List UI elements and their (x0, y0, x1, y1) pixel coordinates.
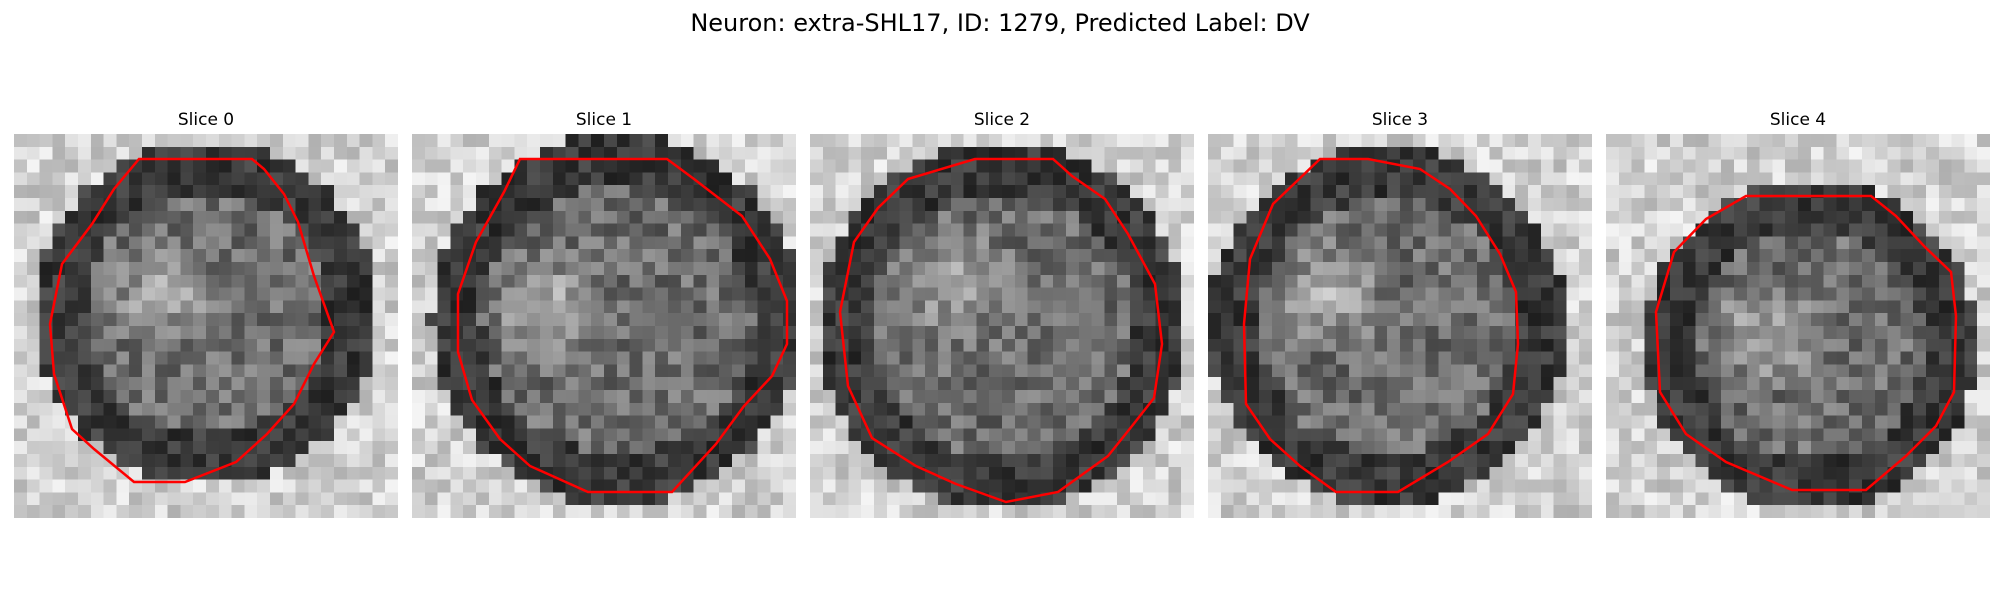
slice-title: Slice 0 (177, 110, 235, 130)
segmentation-contour (1654, 194, 1958, 492)
slice-grayscale-canvas (412, 134, 796, 518)
slice-title: Slice 1 (575, 110, 633, 130)
slice-panel-4: Slice 4 (1606, 108, 1990, 518)
slice-panel-0: Slice 0 (14, 108, 398, 518)
slice-image (412, 134, 796, 518)
slice-grayscale-canvas (810, 134, 1194, 518)
slice-grayscale-canvas (1208, 134, 1592, 518)
slice-panel-1: Slice 1 (412, 108, 796, 518)
slice-panel-3: Slice 3 (1208, 108, 1592, 518)
segmentation-contour (1242, 157, 1520, 494)
slice-image (1606, 134, 1990, 518)
segmentation-contour (456, 157, 789, 494)
slice-image (1208, 134, 1592, 518)
slice-title: Slice 4 (1769, 110, 1827, 130)
slice-panel-2: Slice 2 (810, 108, 1194, 518)
slice-image (14, 134, 398, 518)
slice-grayscale-canvas (1606, 134, 1990, 518)
segmentation-contour (48, 157, 336, 484)
slice-title: Slice 3 (1371, 110, 1429, 130)
slice-grayscale-canvas (14, 134, 398, 518)
slice-title: Slice 2 (973, 110, 1031, 130)
slice-image (810, 134, 1194, 518)
figure-title: Neuron: extra-SHL17, ID: 1279, Predicted… (690, 9, 1310, 37)
segmentation-contour (838, 157, 1164, 504)
